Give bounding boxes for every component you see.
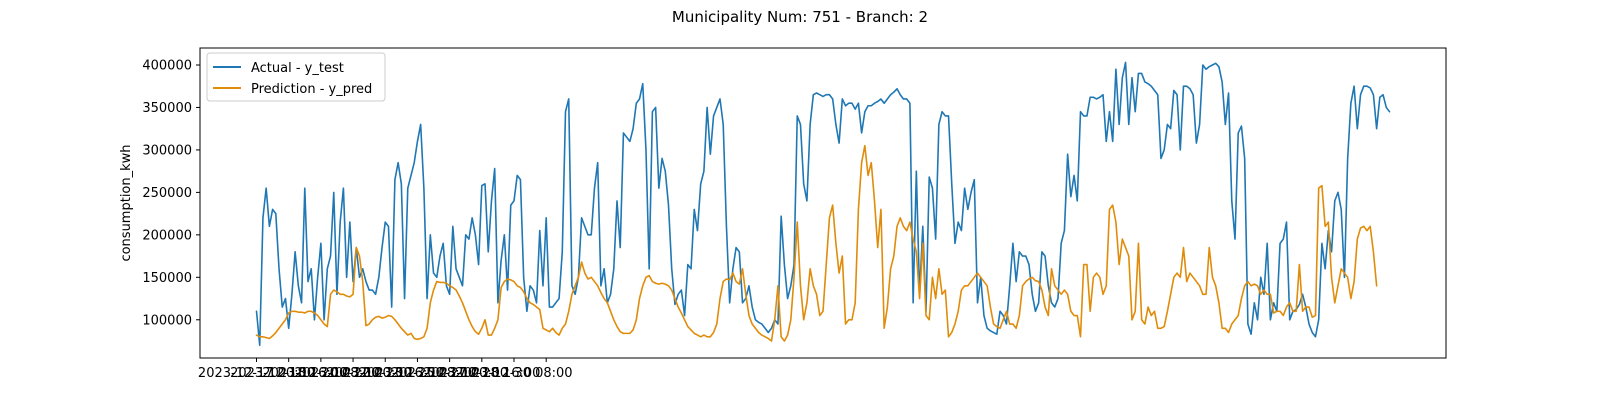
x-tick-label: 2023-12-30 08:00 (455, 366, 572, 381)
y-tick-label: 350000 (142, 101, 192, 116)
x-tick-label: 2023-12-17 00:00 (198, 366, 315, 381)
series-layer (255, 61, 1391, 347)
x-tick-label: 2023-12-23 16:00 (327, 366, 444, 381)
series-line-actual (255, 61, 1391, 347)
y-tick-label: 200000 (142, 228, 192, 243)
y-tick-label: 300000 (142, 143, 192, 158)
x-tick-label: 2023-12-20 08:00 (262, 366, 379, 381)
x-tick-label: 2023-12-25 08:00 (359, 366, 476, 381)
y-tick-label: 400000 (142, 58, 192, 73)
x-tick-label: 2023-12-18 16:00 (230, 366, 347, 381)
legend: Actual - y_test Prediction - y_pred (206, 52, 386, 102)
y-axis: 100000 150000 200000 250000 300000 350000 4000… (142, 58, 200, 328)
legend-box (206, 52, 386, 102)
x-tick-label: 2023-12-28 16:00 (423, 366, 540, 381)
x-tick-label: 2023-12-27 00:00 (391, 366, 508, 381)
legend-label-actual: Actual - y_test (251, 61, 344, 76)
series-line-prediction (255, 144, 1378, 342)
y-tick-label: 150000 (142, 271, 192, 286)
y-tick-label: 250000 (142, 186, 192, 201)
y-tick-label: 100000 (142, 313, 192, 328)
legend-label-prediction: Prediction - y_pred (251, 82, 372, 97)
y-axis-label: consumption_kwh (119, 144, 134, 261)
x-tick-label: 2023-12-22 00:00 (294, 366, 411, 381)
chart-title: Municipality Num: 751 - Branch: 2 (672, 8, 928, 26)
